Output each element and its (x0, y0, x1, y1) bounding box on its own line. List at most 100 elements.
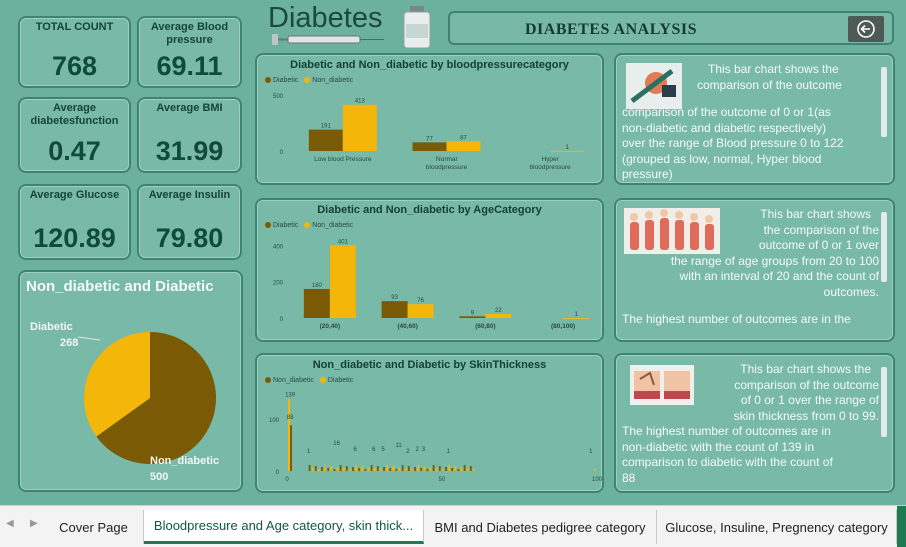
desc-line: The highest number of outcomes are in (622, 424, 831, 438)
bar-small (469, 466, 472, 471)
description-scrollbar[interactable] (881, 367, 887, 437)
bar-small (321, 467, 323, 471)
data-label: 6 (354, 447, 358, 453)
bar-small (401, 465, 404, 471)
desc-line: over the range of Blood pressure 0 to 12… (622, 136, 844, 150)
bar-small (448, 465, 450, 471)
data-label: 9 (471, 310, 475, 316)
desc-line: non-diabetic with the count of 139 in (622, 439, 815, 454)
tab-scroll-left-button[interactable]: ◀ (6, 518, 14, 529)
desc-line: the comparison of the (763, 222, 879, 237)
bar-non_diabetic (446, 141, 481, 151)
pie-label-diabetic: Diabetic (30, 321, 73, 333)
bar-small (417, 465, 419, 471)
sheet-tab-bar: ◀ ▶ Cover Page Bloodpressure and Age cat… (0, 505, 906, 547)
page-title: DIABETES ANALYSIS (525, 21, 697, 38)
x-tick-label: Normal (436, 156, 458, 163)
tab-bar-edge (897, 506, 906, 547)
bar-small (398, 467, 401, 471)
kpi-label: Average Glucose (29, 189, 120, 201)
dashboard-canvas: TOTAL COUNT 768 Average Blood pressure 6… (18, 2, 895, 493)
description-text: This bar chart shows the comparison of t… (622, 207, 879, 328)
description-scrollbar[interactable] (881, 67, 887, 137)
description-scrollbar[interactable] (881, 212, 887, 282)
y-tick-label: 0 (280, 317, 284, 323)
tab-cover-page[interactable]: Cover Page (44, 510, 144, 544)
desc-line: non-diabetic and diabetic respectively) (622, 120, 827, 135)
bar-small (466, 468, 469, 471)
bar-non_diabetic (407, 304, 434, 318)
x-tick-label: bloodpressure (530, 164, 572, 171)
x-tick-label: (20,40) (320, 323, 341, 330)
data-label: 401 (338, 239, 349, 245)
pie-title: Non_diabetic and Diabetic (26, 278, 214, 295)
pie-leader-line (77, 336, 101, 341)
tab-scroll-right-button[interactable]: ▶ (30, 518, 38, 529)
bar-small (445, 467, 447, 471)
tab-glucose-insulin[interactable]: Glucose, Insuline, Pregnency category (657, 510, 897, 544)
x-tick-label: (60,80) (475, 323, 496, 330)
desc-line: the range of age groups from 20 to 100 (670, 253, 879, 268)
bar-small (364, 469, 367, 471)
chart-title: Non_diabetic and Diabetic by SkinThickne… (312, 359, 547, 371)
bar-small (327, 468, 330, 471)
chart-title: Diabetic and Non_diabetic by AgeCategory (317, 204, 542, 216)
bar-non_diabetic (563, 317, 590, 319)
x-tick-label: bloodpressure (426, 164, 468, 171)
bar-small (308, 465, 311, 471)
bar-small (349, 469, 351, 471)
bar-small (314, 466, 317, 471)
kpi-value: 69.11 (156, 51, 223, 81)
legend-item: Diabetic (265, 77, 298, 84)
chart-legend: Diabetic Non_diabetic (265, 77, 353, 84)
bar-non_diabetic (329, 245, 356, 318)
bar-small (345, 466, 348, 471)
age-group-people-icon (624, 208, 720, 254)
kpi-value: 79.80 (155, 223, 224, 253)
bar-diabetic (308, 129, 343, 151)
bar-small (432, 465, 435, 471)
kpi-avg-diabetes-function: Average diabetesfunction 0.47 (18, 97, 131, 173)
y-tick-label: 200 (273, 281, 284, 287)
desc-line: pressure) (622, 167, 673, 181)
pie-chart: Diabetic 268 Non_diabetic 500 (30, 321, 219, 483)
data-label: 3 (422, 447, 426, 453)
x-tick-label: 0 (285, 477, 289, 483)
legend-item: Diabetic (319, 377, 353, 384)
kpi-label: Average Blood pressure (150, 21, 229, 46)
data-label: 2 (406, 449, 410, 455)
back-button[interactable] (848, 16, 884, 42)
bar-small (342, 468, 345, 471)
kpi-value: 120.89 (33, 223, 116, 253)
chart-legend: Diabetic Non_diabetic (265, 222, 353, 229)
kpi-value: 768 (51, 51, 98, 81)
data-label: 11 (395, 443, 402, 449)
data-label: 1 (565, 145, 569, 151)
bar-small (423, 466, 426, 471)
bar-diabetic (290, 425, 292, 471)
bar-small (386, 465, 388, 471)
bar-small (463, 465, 466, 471)
bp-description-card: This bar chart shows the comparison of t… (614, 53, 895, 185)
data-label: 76 (417, 298, 424, 304)
tab-bmi-pedigree[interactable]: BMI and Diabetes pedigree category (424, 510, 657, 544)
bar-small (404, 468, 407, 471)
bar-small (358, 468, 361, 471)
bar-small (336, 467, 339, 471)
bar-small (318, 469, 320, 471)
kpi-label: Average diabetesfunction (30, 102, 119, 127)
bar-non_diabetic (485, 314, 512, 318)
desc-line: comparison of the outcome of 0 or 1(as (622, 105, 831, 119)
kpi-label: Average BMI (156, 102, 223, 114)
data-label: 2 (416, 447, 420, 453)
bar-non_diabetic (550, 150, 585, 152)
age-category-bar-chart: 0 200 400 160 401 (20,40) 93 76 (40,60) 9 22 (60,80… (273, 239, 590, 330)
pie-label-non-diabetic: Non_diabetic (150, 455, 219, 467)
x-tick-label: 100 (592, 477, 602, 483)
tab-bloodpressure-age[interactable]: Bloodpressure and Age category, skin thi… (144, 510, 424, 544)
legend-item: Diabetic (265, 222, 298, 229)
y-tick-label: 100 (269, 418, 280, 424)
desc-line: comparison to diabetic with the count of (622, 455, 833, 469)
bar-diabetic (381, 301, 408, 318)
x-tick-label: (40,60) (397, 323, 418, 330)
